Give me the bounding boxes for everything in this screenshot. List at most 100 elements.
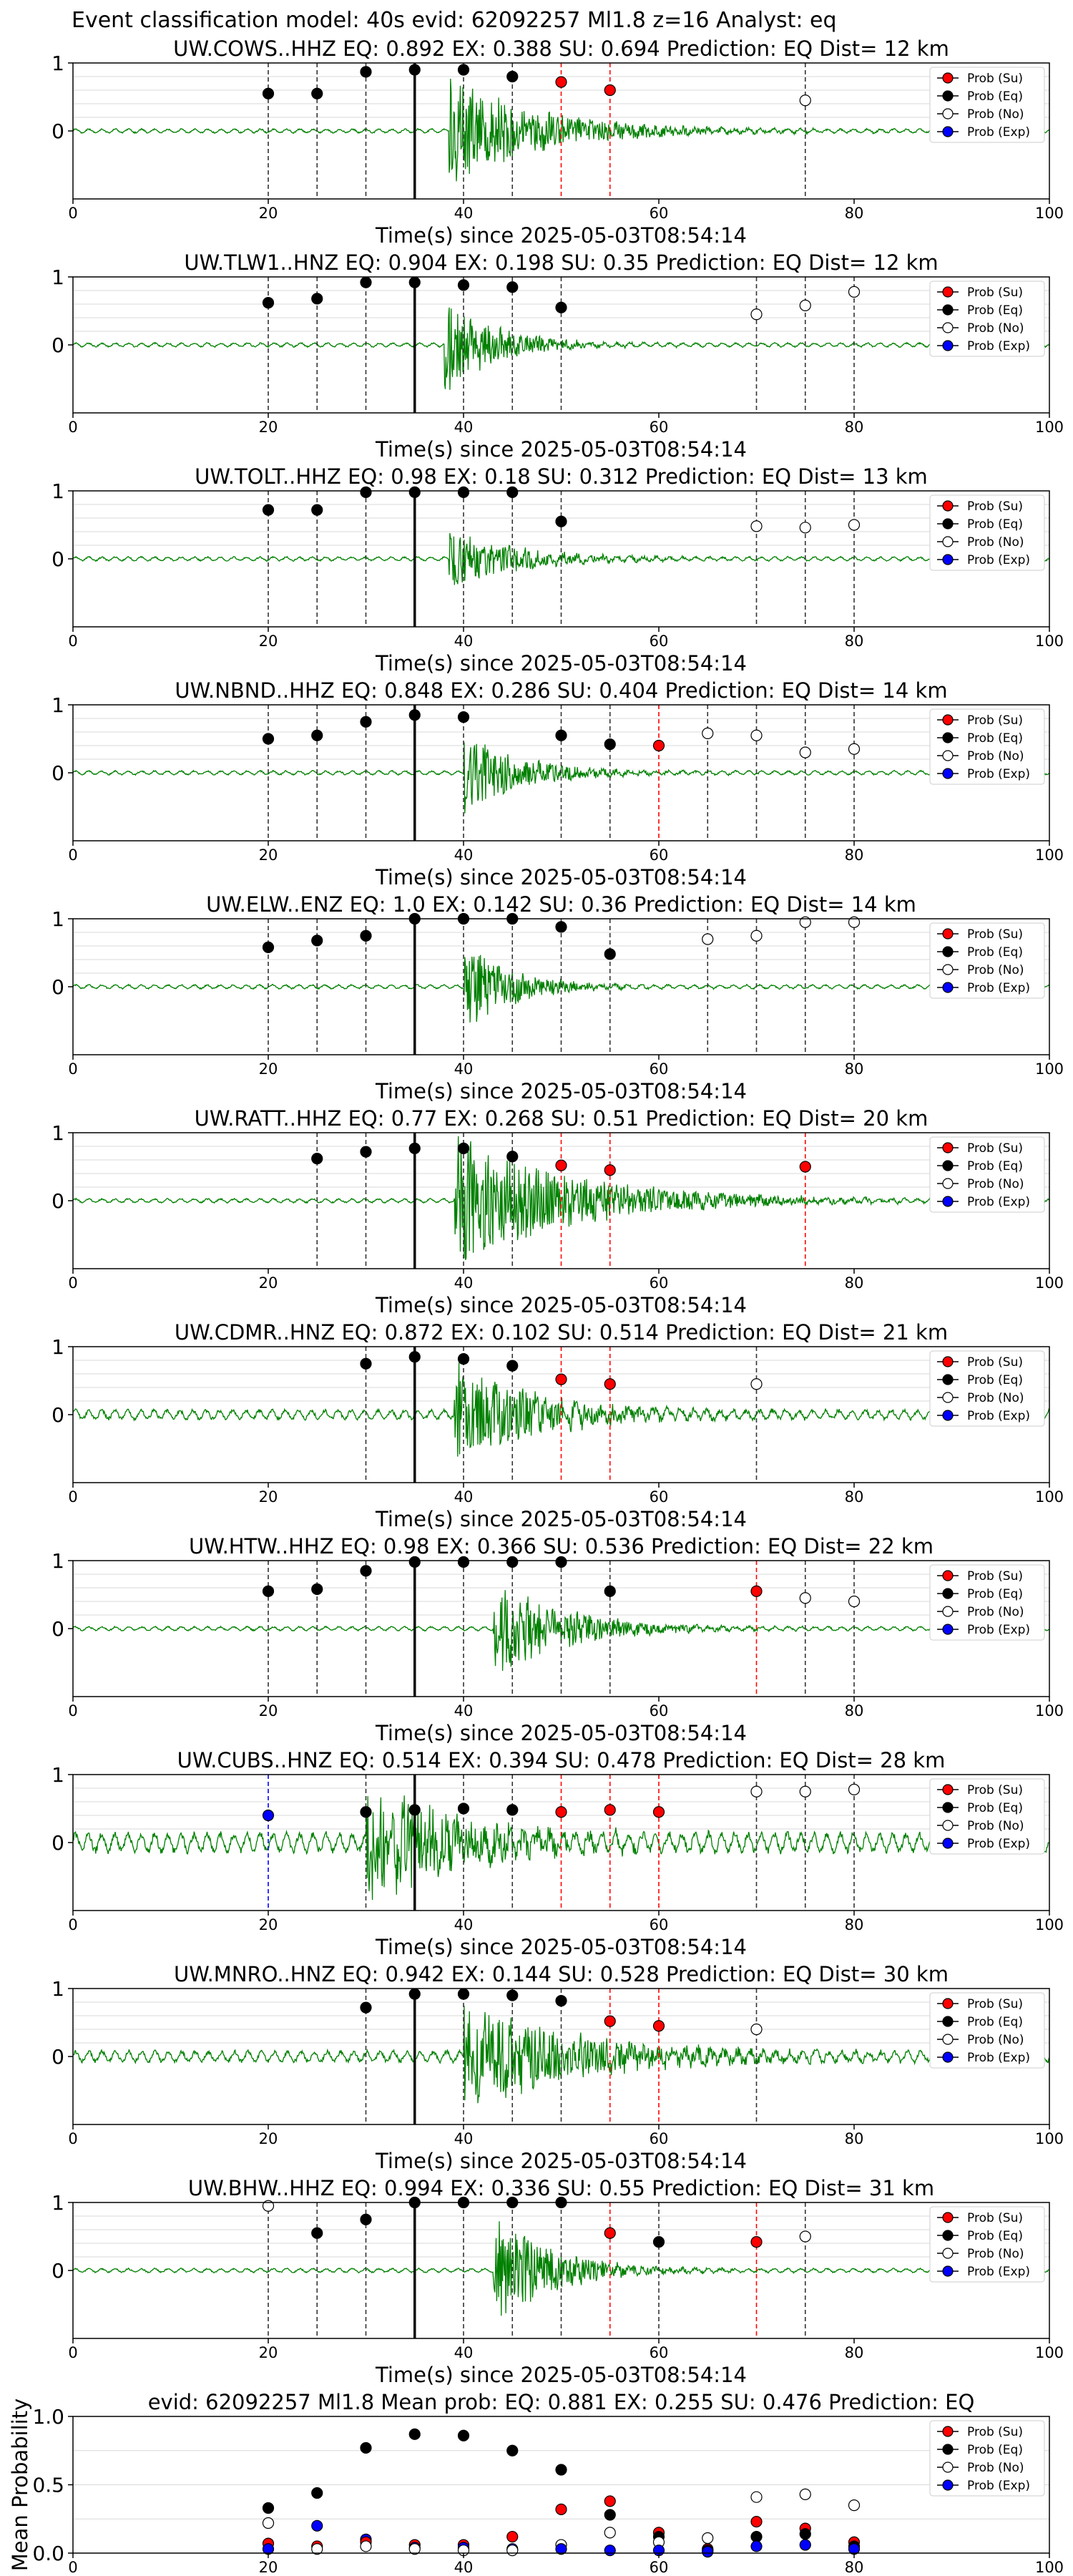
x-tick-label: 80 <box>845 1916 864 1933</box>
legend-marker <box>942 1410 954 1421</box>
legend-label: Prob (No) <box>967 963 1024 977</box>
probability-point <box>604 2545 616 2557</box>
station-panel: UW.TOLT..HHZ EQ: 0.98 EX: 0.18 SU: 0.312… <box>52 464 1064 675</box>
probability-point <box>799 916 811 928</box>
x-tick-label: 40 <box>454 633 474 650</box>
legend-label: Prob (Exp) <box>967 767 1030 781</box>
legend-box <box>929 1564 1045 1641</box>
probability-point <box>506 2444 519 2457</box>
x-tick-label: 20 <box>259 847 278 864</box>
legend-label: Prob (Exp) <box>967 2051 1030 2065</box>
probability-point <box>799 2528 811 2540</box>
probability-point <box>555 1373 567 1385</box>
seismogram-trace <box>72 1795 1050 1901</box>
x-tick-label: 80 <box>845 419 864 436</box>
probability-point <box>457 1802 470 1815</box>
y-tick-label: 0 <box>52 119 64 143</box>
panel-title: UW.NBND..HHZ EQ: 0.848 EX: 0.286 SU: 0.4… <box>175 678 947 703</box>
y-tick-label: 1 <box>52 1549 64 1573</box>
y-tick-label: 1.0 <box>32 2405 64 2429</box>
x-tick-label: 80 <box>845 2559 864 2576</box>
probability-point <box>262 2502 275 2514</box>
legend: Prob (Su) Prob (Eq) Prob (No) Prob (Exp) <box>929 2420 1045 2497</box>
legend-label: Prob (Su) <box>967 927 1023 942</box>
probability-point <box>799 299 811 311</box>
probability-point <box>555 1556 567 1568</box>
legend-marker <box>942 1374 954 1385</box>
x-tick-label: 20 <box>259 1060 278 1078</box>
probability-point <box>506 1989 519 2001</box>
legend-label: Prob (Su) <box>967 1141 1023 1156</box>
probability-point <box>457 1142 470 1154</box>
station-panel: UW.MNRO..HNZ EQ: 0.942 EX: 0.144 SU: 0.5… <box>52 1962 1064 2173</box>
legend-marker <box>942 90 954 102</box>
legend-box <box>929 708 1045 785</box>
probability-point <box>311 2519 323 2532</box>
x-axis-label: Time(s) since 2025-05-03T08:54:14 <box>375 1293 747 1317</box>
legend: Prob (Su) Prob (Eq) Prob (No) Prob (Exp) <box>929 1778 1045 1855</box>
x-axis-label: Time(s) since 2025-05-03T08:54:14 <box>375 1507 747 1531</box>
y-tick-label: 1 <box>52 2191 64 2215</box>
probability-point <box>702 933 714 945</box>
legend-box <box>929 922 1045 999</box>
legend-marker <box>942 108 954 119</box>
x-axis-label: Time(s) since 2025-05-03T08:54:14 <box>375 2363 747 2387</box>
x-tick-label: 100 <box>1035 1702 1064 1719</box>
legend-marker <box>942 340 954 351</box>
x-tick-label: 80 <box>845 2130 864 2147</box>
probability-point <box>457 1352 470 1365</box>
legend-marker <box>942 768 954 779</box>
probability-point <box>360 2441 372 2454</box>
x-tick-label: 40 <box>454 1274 474 1292</box>
y-tick-label: 1 <box>52 479 64 503</box>
legend-label: Prob (Exp) <box>967 1409 1030 1423</box>
probability-point <box>457 279 470 291</box>
probability-point <box>604 1378 616 1390</box>
x-tick-label: 40 <box>454 205 474 222</box>
legend: Prob (Su) Prob (Eq) Prob (No) Prob (Exp) <box>929 1564 1045 1641</box>
x-tick-label: 60 <box>650 1702 669 1719</box>
probability-point <box>360 2540 372 2552</box>
x-axis-label: Time(s) since 2025-05-03T08:54:14 <box>375 1079 747 1103</box>
legend-marker <box>942 1196 954 1207</box>
probability-point <box>311 2487 323 2499</box>
legend-box <box>929 2420 1045 2497</box>
probability-point <box>360 1565 372 1577</box>
probability-point <box>750 2540 763 2552</box>
probability-point <box>799 2230 811 2243</box>
x-tick-label: 40 <box>454 1916 474 1933</box>
x-tick-label: 40 <box>454 2559 474 2576</box>
legend-label: Prob (Su) <box>967 2211 1023 2225</box>
probability-point <box>555 76 567 88</box>
probability-point <box>750 1585 763 1597</box>
x-tick-label: 0 <box>68 2344 77 2361</box>
probability-point <box>262 504 275 516</box>
legend-marker <box>942 2051 954 2063</box>
legend-marker <box>942 1178 954 1189</box>
x-tick-label: 80 <box>845 2344 864 2361</box>
probability-point <box>604 948 616 960</box>
panel-title: evid: 62092257 Ml1.8 Mean prob: EQ: 0.88… <box>148 2390 975 2414</box>
legend-marker <box>942 2016 954 2027</box>
probability-point <box>360 1357 372 1370</box>
x-tick-label: 0 <box>68 1702 77 1719</box>
station-panel: UW.BHW..HHZ EQ: 0.994 EX: 0.336 SU: 0.55… <box>52 2176 1064 2387</box>
x-tick-label: 60 <box>650 1488 669 1506</box>
legend-marker <box>942 1142 954 1153</box>
probability-point <box>311 2543 323 2555</box>
probability-point <box>604 2509 616 2521</box>
y-tick-label: 0 <box>52 1189 64 1213</box>
legend-label: Prob (Su) <box>967 1355 1023 1370</box>
legend-marker <box>942 732 954 743</box>
legend-label: Prob (Su) <box>967 1997 1023 2011</box>
legend-label: Prob (Su) <box>967 1783 1023 1797</box>
x-tick-label: 100 <box>1035 1488 1064 1506</box>
legend-marker <box>942 554 954 565</box>
legend-marker <box>942 2479 954 2491</box>
legend-label: Prob (Su) <box>967 72 1023 86</box>
x-tick-label: 60 <box>650 633 669 650</box>
x-tick-label: 100 <box>1035 633 1064 650</box>
x-tick-label: 20 <box>259 633 278 650</box>
probability-point <box>262 2517 275 2529</box>
legend-label: Prob (Exp) <box>967 981 1030 995</box>
